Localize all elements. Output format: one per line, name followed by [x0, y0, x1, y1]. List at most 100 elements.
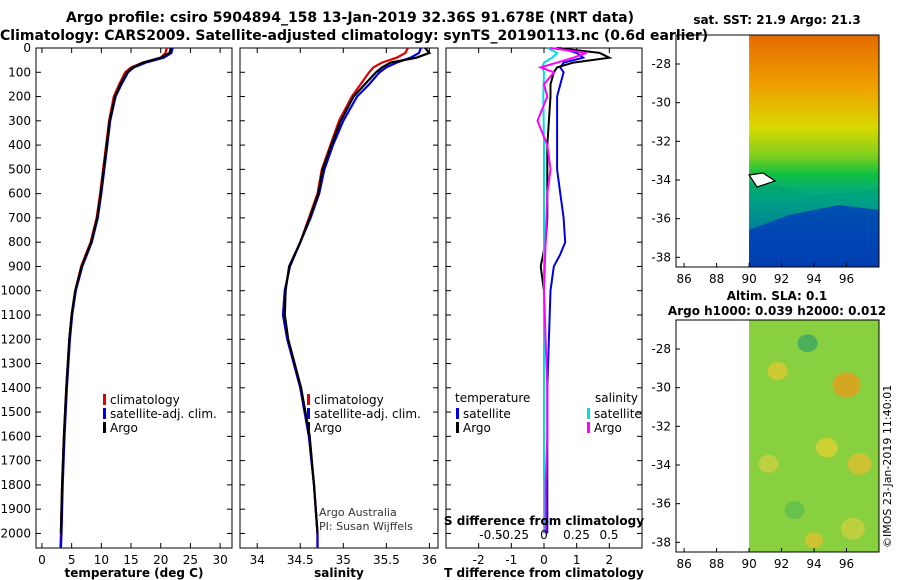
sla-map-title-1: Altim. SLA: 0.1: [727, 289, 828, 303]
sla-field: [749, 320, 879, 552]
map-x-tick-label: 92: [774, 272, 789, 286]
series-line-argo: [59, 47, 172, 534]
map-x-tick-label: 92: [774, 557, 789, 571]
legend-swatch: [103, 422, 106, 433]
x-tick-label: 15: [123, 553, 138, 567]
temperature-panel: 0 5 10 15 20 25 300100200300400500600700800900…: [0, 41, 233, 580]
salinity-panel: 34 34.5 35 35.5 36 salinity climatologysatelli…: [239, 47, 439, 580]
difference-panel: -2 -1 0 1 2T difference from climatology temp…: [444, 47, 644, 580]
y-tick-label: 1000: [0, 284, 31, 298]
top-tick-label: -0.25: [498, 528, 529, 542]
map-y-tick-label: -28: [651, 57, 671, 71]
legend-label: Argo: [594, 421, 622, 435]
top-tick-label: 0: [540, 528, 548, 542]
legend-swatch: [456, 422, 459, 433]
sla-anomaly-blob: [816, 437, 839, 458]
sla-anomaly-blob: [797, 334, 818, 353]
x-tick-label: 34: [250, 553, 265, 567]
sla-map-title-2: Argo h1000: 0.039 h2000: 0.012: [668, 304, 886, 318]
timestamp: ©IMOS 23-Jan-2019 11:40:01: [881, 385, 894, 548]
legend-swatch: [456, 408, 459, 419]
sla-map: 86 88 90 92 94 96 -28 -30 -32 -34 -36 -38 Altim. SLA…: [651, 289, 886, 571]
sst-argo-marker: [748, 172, 777, 188]
map-x-tick-label: 90: [741, 557, 756, 571]
x-tick-label: 35: [336, 553, 351, 567]
map-y-tick-label: -34: [651, 173, 671, 187]
x-tick-label: 34.5: [287, 553, 314, 567]
x-tick-label: 1: [573, 553, 581, 567]
legend-label: Argo: [463, 421, 491, 435]
series-line-salinity-satellite: [541, 47, 559, 534]
y-tick-label: 1800: [0, 478, 31, 492]
map-x-tick-label: 88: [709, 272, 724, 286]
map-y-tick-label: -38: [651, 535, 671, 549]
map-y-tick-label: -38: [651, 250, 671, 264]
map-y-tick-label: -32: [651, 134, 671, 148]
legend-swatch: [307, 422, 310, 433]
x-tick-label: -2: [473, 553, 485, 567]
title-line-2: Climatology: CARS2009. Satellite-adjuste…: [0, 28, 709, 44]
sst-cold-band: [749, 205, 879, 267]
sla-anomaly-blob: [832, 372, 861, 398]
sla-anomaly-blob: [758, 454, 779, 473]
x-tick-label: 2: [606, 553, 614, 567]
y-tick-label: 300: [8, 114, 31, 128]
map-x-tick-label: 88: [709, 557, 724, 571]
y-tick-label: 1400: [0, 381, 31, 395]
legend-label: satellite: [594, 407, 642, 421]
legend-title-temperature: temperature: [455, 391, 530, 405]
legend-swatch: [103, 408, 106, 419]
map-x-tick-label: 86: [676, 557, 691, 571]
legend-label: satellite-adj. clim.: [314, 407, 421, 421]
x-tick-label: 0: [38, 553, 46, 567]
legend-label: climatology: [314, 393, 384, 407]
x-axis-label: T difference from climatology: [444, 566, 644, 580]
x-tick-label: 10: [94, 553, 109, 567]
y-tick-label: 0: [23, 41, 31, 55]
top-tick-label: 0.25: [563, 528, 590, 542]
y-tick-label: 700: [8, 211, 31, 225]
x-tick-label: 20: [153, 553, 168, 567]
x-axis-label: temperature (deg C): [65, 566, 204, 580]
sla-anomaly-blob: [841, 518, 866, 540]
map-x-tick-label: 96: [839, 272, 854, 286]
map-frame: [675, 34, 880, 268]
map-y-tick-label: -30: [651, 96, 671, 110]
x-axis-label: salinity: [314, 566, 364, 580]
top-tick-label: 0.5: [599, 528, 618, 542]
map-x-tick-label: 86: [676, 272, 691, 286]
legend-swatch: [587, 408, 590, 419]
credit-line-2: PI: Susan Wijffels: [319, 520, 413, 533]
x-tick-label: 5: [68, 553, 76, 567]
y-tick-label: 1600: [0, 429, 31, 443]
y-tick-label: 600: [8, 187, 31, 201]
top-axis-label: S difference from climatology: [444, 514, 644, 528]
x-tick-label: 30: [212, 553, 227, 567]
map-y-tick-label: -36: [651, 497, 671, 511]
y-tick-label: 500: [8, 162, 31, 176]
map-y-tick-label: -30: [651, 381, 671, 395]
x-tick-label: 0: [540, 553, 548, 567]
sla-anomaly-blob: [767, 362, 788, 381]
title-line-1: Argo profile: csiro 5904894_158 13-Jan-2…: [65, 10, 635, 26]
y-tick-label: 200: [8, 90, 31, 104]
legend-label: satellite-adj. clim.: [110, 407, 217, 421]
sst-map-title: sat. SST: 21.9 Argo: 21.3: [693, 13, 860, 27]
y-tick-label: 1500: [0, 405, 31, 419]
map-y-tick-label: -32: [651, 419, 671, 433]
y-tick-label: 100: [8, 65, 31, 79]
x-tick-label: 36: [422, 553, 437, 567]
legend-title-salinity: salinity: [595, 391, 638, 405]
credit-line-1: Argo Australia: [319, 506, 397, 519]
map-y-tick-label: -34: [651, 458, 671, 472]
map-y-tick-label: -36: [651, 212, 671, 226]
legend-swatch: [307, 394, 310, 405]
map-x-tick-label: 94: [806, 272, 821, 286]
sst-map: 86 88 90 92 94 96 -28 -30 -32 -34 -36 -38 sat. SST: …: [651, 13, 880, 286]
y-tick-label: 1700: [0, 454, 31, 468]
legend-swatch: [587, 422, 590, 433]
map-x-tick-label: 96: [839, 557, 854, 571]
sla-anomaly-blob: [847, 453, 872, 475]
series-line-argo: [283, 47, 432, 534]
legend-label: Argo: [314, 421, 342, 435]
